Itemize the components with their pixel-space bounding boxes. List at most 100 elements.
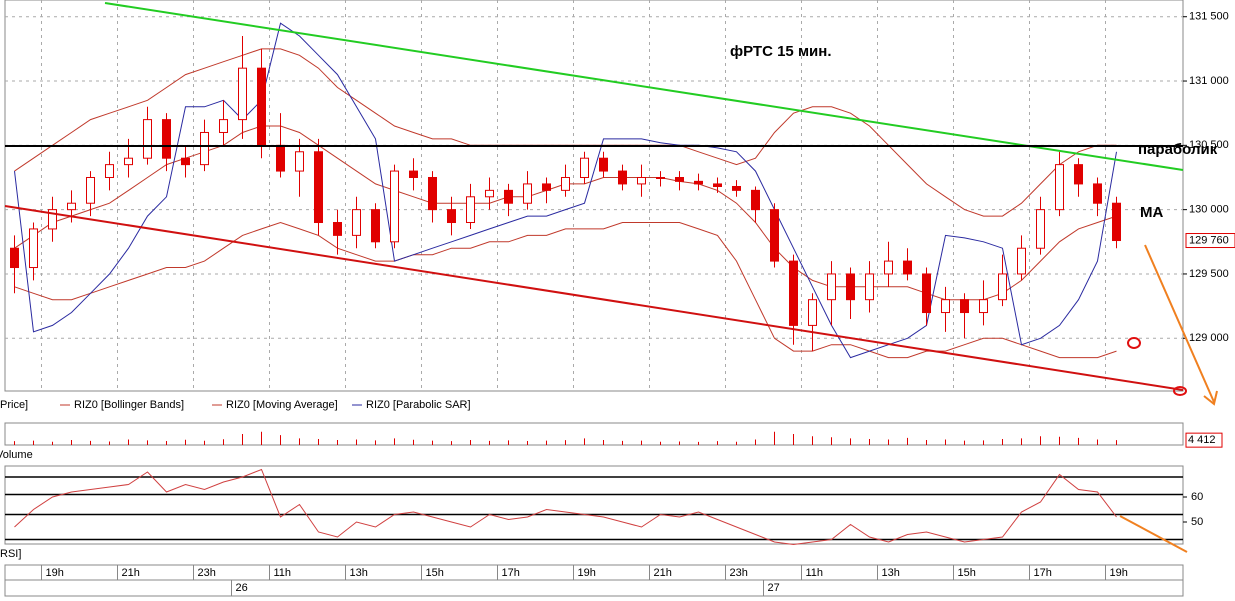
legend-label: RIZ0 [Parabolic SAR] — [366, 399, 471, 411]
candle-body — [485, 189, 494, 198]
last-price-box — [1185, 233, 1235, 249]
x-tick-label: 15h — [958, 567, 976, 579]
rsi-line — [14, 468, 1117, 546]
candle-body — [751, 189, 760, 211]
candle-body — [827, 273, 836, 301]
candle-body — [941, 299, 950, 314]
marker-circle — [1127, 337, 1141, 349]
candle-body — [599, 157, 608, 172]
candle-body — [257, 67, 266, 146]
candle-body — [1055, 164, 1064, 211]
candle-body — [428, 176, 437, 211]
y-tick-label: 131 000 — [1189, 75, 1229, 87]
candle-body — [732, 185, 741, 191]
trend-line — [4, 205, 1184, 391]
candle-body — [504, 189, 513, 204]
candle-body — [808, 299, 817, 326]
rsi-panel — [4, 465, 1184, 545]
candle-body — [713, 183, 722, 187]
candle-body — [86, 176, 95, 204]
y-tick-label: 129 500 — [1189, 268, 1229, 280]
x-tick-label: 19h — [46, 567, 64, 579]
volume-panel — [4, 422, 1184, 446]
x-tick-label: 11h — [806, 567, 824, 579]
candle-body — [865, 273, 874, 301]
overlay-line — [14, 22, 1117, 359]
candle-body — [162, 119, 171, 159]
candle-body — [884, 260, 893, 275]
candle-body — [846, 273, 855, 301]
annotation: MA — [1140, 204, 1163, 221]
candle-body — [1036, 209, 1045, 249]
candle-body — [105, 164, 114, 178]
arrow — [1119, 515, 1188, 553]
candle-body — [352, 209, 361, 236]
panel-label: Volume — [0, 449, 33, 461]
candle-body — [181, 157, 190, 166]
candle-body — [390, 170, 399, 243]
legend-label: RIZ0 [Moving Average] — [226, 399, 338, 411]
x-tick-label: 23h — [730, 567, 748, 579]
candle-body — [998, 273, 1007, 301]
day-label: 27 — [768, 582, 780, 594]
x-tick-label: 23h — [198, 567, 216, 579]
candle-body — [1017, 247, 1026, 275]
candle-body — [960, 299, 969, 314]
candle-body — [124, 157, 133, 166]
trend-line — [104, 2, 1184, 171]
plot-layer: 129 000 129 500 130 000 130 500 131 000 131 5… — [5, 0, 1235, 596]
x-tick-label: 13h — [350, 567, 368, 579]
legend-label: RIZ0 [Bollinger Bands] — [74, 399, 184, 411]
arrow — [1144, 244, 1218, 406]
candle-body — [979, 299, 988, 314]
candle-body — [656, 176, 665, 179]
annotation: фРТС 15 мин. — [730, 43, 832, 60]
candle-body — [770, 209, 779, 262]
candle-body — [903, 260, 912, 275]
candle-body — [29, 228, 38, 269]
candle-body — [922, 273, 931, 314]
candle-body — [580, 157, 589, 178]
candle-body — [409, 170, 418, 178]
candle-body — [1112, 202, 1121, 242]
candle-body — [371, 209, 380, 243]
candle-body — [447, 209, 456, 224]
candle-body — [295, 151, 304, 172]
x-tick-label: 19h — [578, 567, 596, 579]
candle-body — [219, 119, 228, 133]
candle-body — [637, 176, 646, 185]
x-tick-label: 11h — [274, 567, 292, 579]
x-tick-label: 21h — [122, 567, 140, 579]
candle-body — [333, 222, 342, 236]
y-tick-label: 129 000 — [1189, 332, 1229, 344]
candle-body — [1074, 164, 1083, 185]
candle-body — [143, 119, 152, 159]
candle-body — [238, 67, 247, 121]
y-tick-label: 130 000 — [1189, 204, 1229, 216]
legend-label: Price] — [0, 399, 28, 411]
x-tick-label: 15h — [426, 567, 444, 579]
y-tick-label: 4 412 — [1188, 434, 1216, 446]
candle-body — [561, 176, 570, 191]
y-tick-label: 50 — [1191, 516, 1203, 528]
candle-body — [276, 144, 285, 172]
annotation: параболик — [1138, 141, 1218, 158]
panel-label: RSI] — [0, 548, 21, 560]
x-tick-label: 19h — [1110, 567, 1128, 579]
price-panel — [4, 0, 1184, 392]
candle-body — [67, 202, 76, 211]
candle-body — [200, 131, 209, 166]
candle-body — [694, 180, 703, 185]
y-tick-label: 130 500 — [1189, 139, 1229, 151]
x-tick-label: 21h — [654, 567, 672, 579]
candle-body — [1093, 183, 1102, 204]
y-tick-label: 131 500 — [1189, 11, 1229, 23]
candle-body — [466, 196, 475, 224]
candle-body — [314, 151, 323, 224]
y-tick-box — [1185, 432, 1223, 448]
last-price-label: 129 760 — [1189, 234, 1229, 246]
y-tick-label: 60 — [1191, 491, 1203, 503]
candle-body — [789, 260, 798, 326]
